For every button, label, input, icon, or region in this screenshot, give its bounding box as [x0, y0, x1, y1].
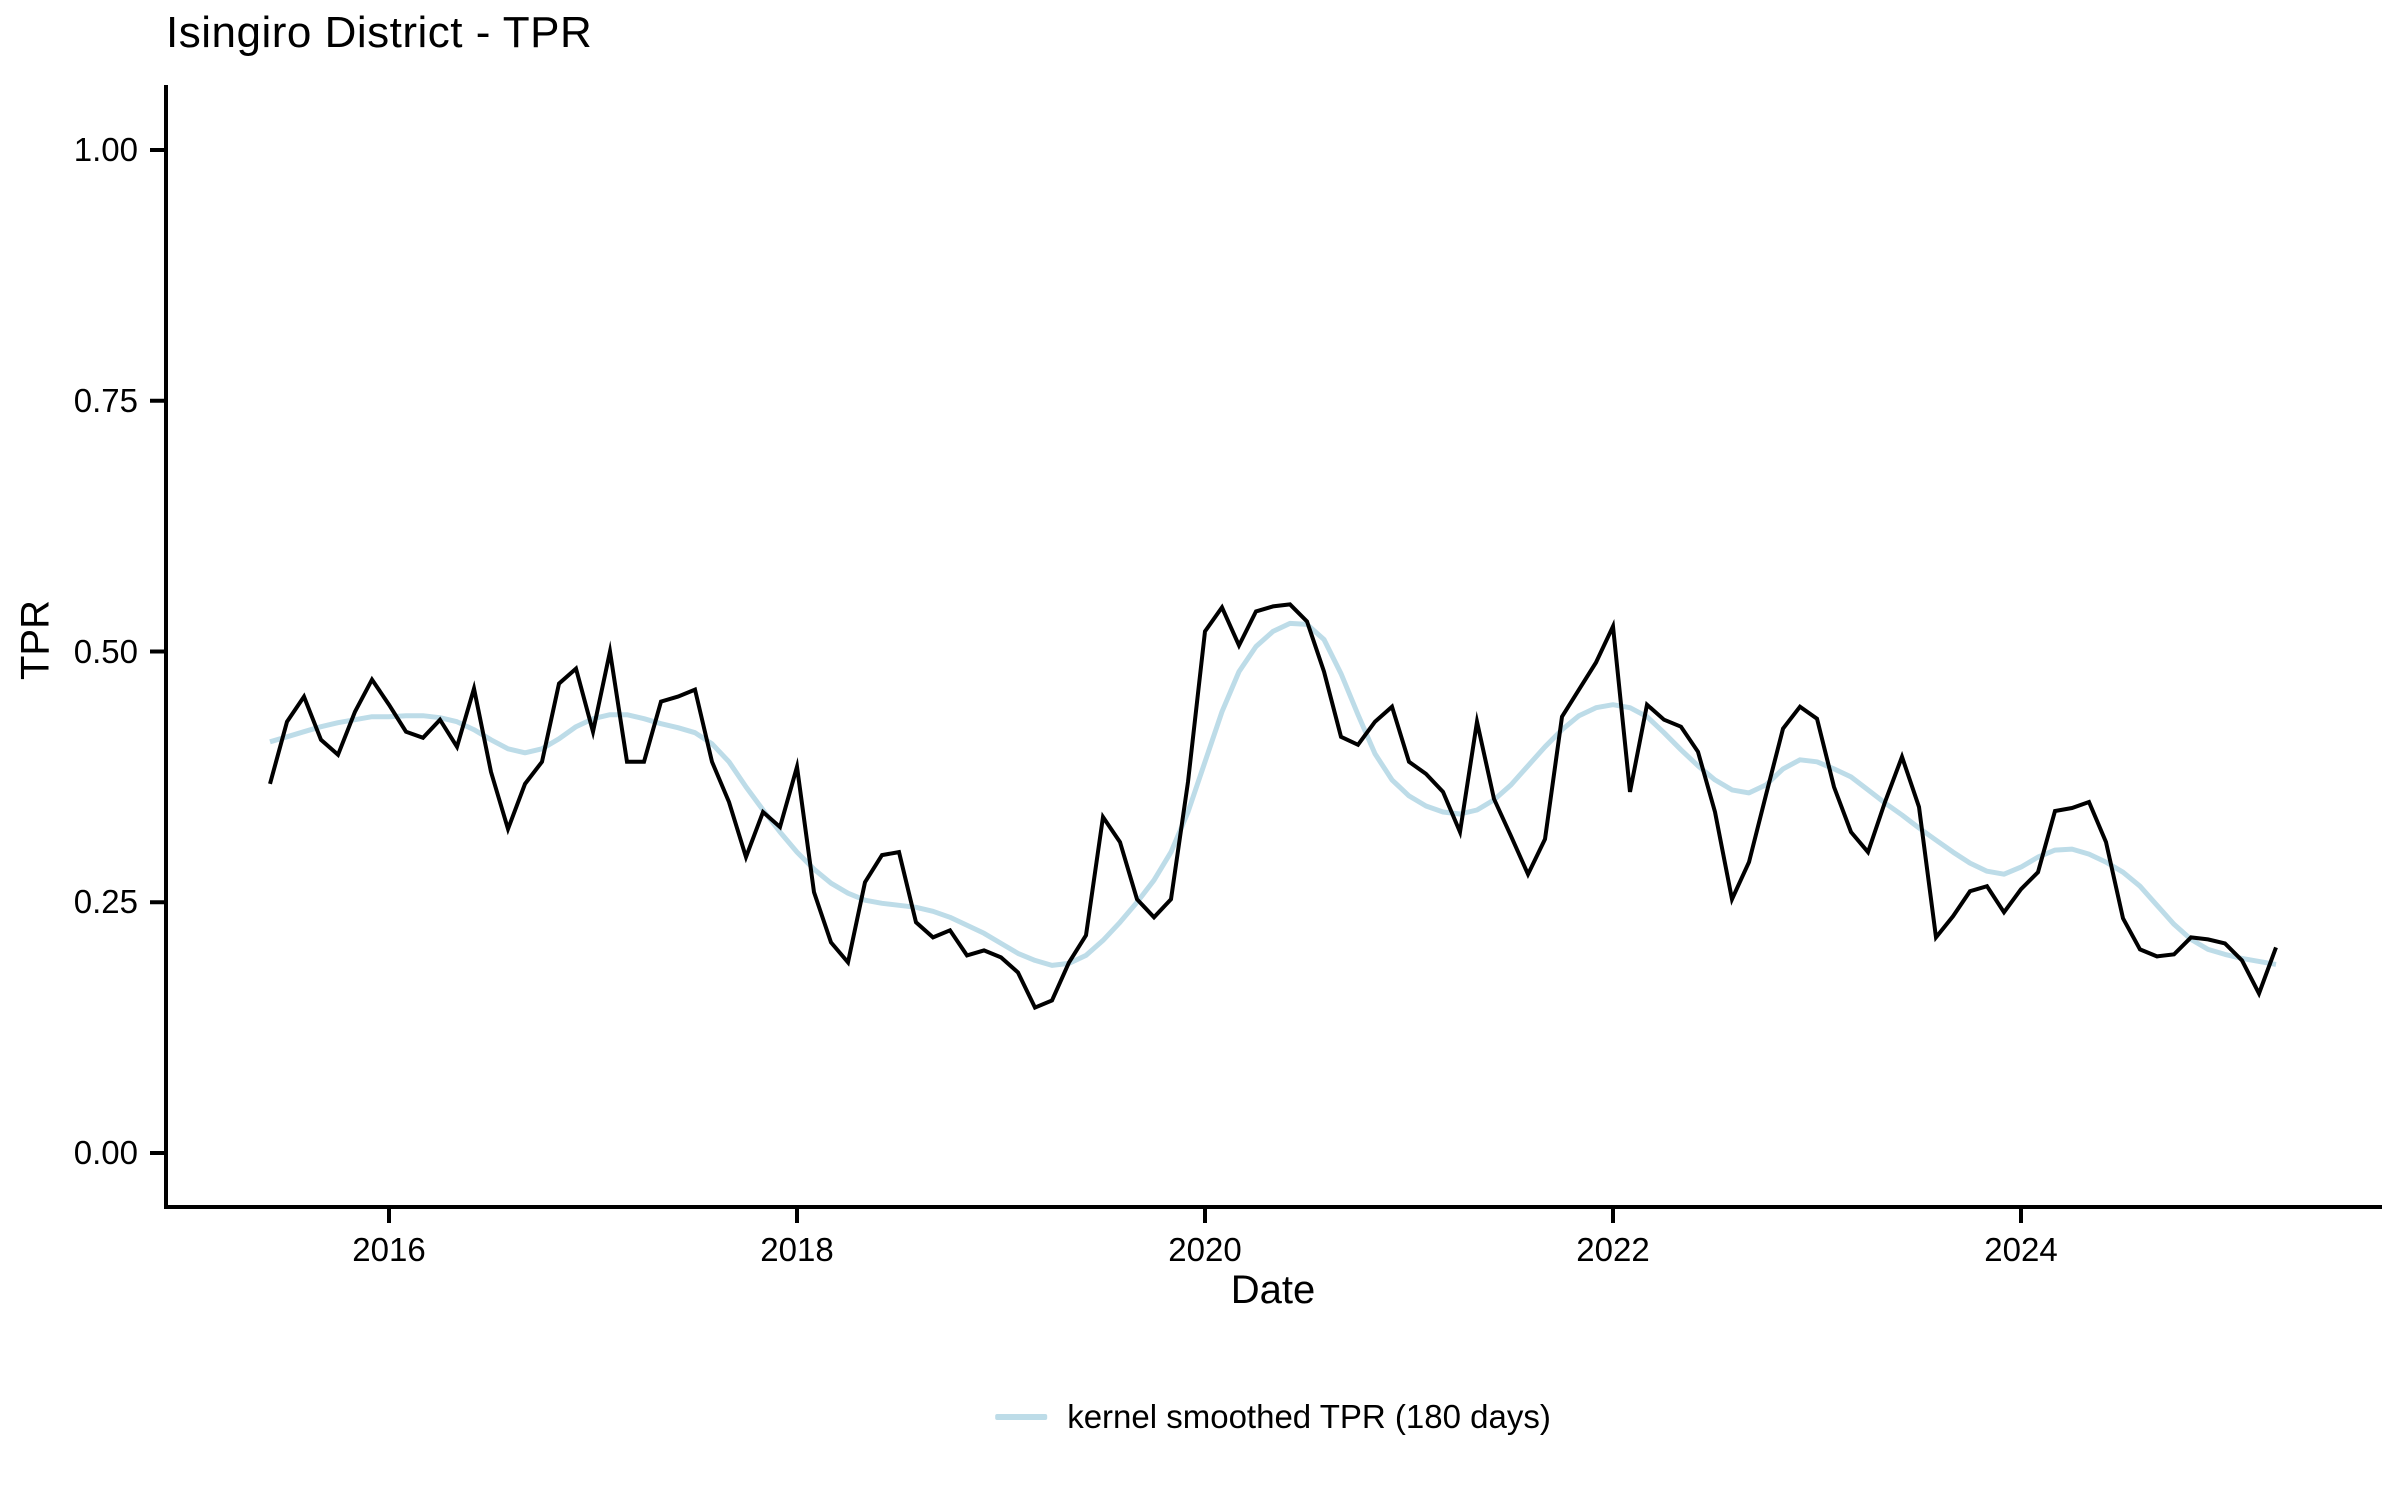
- x-tick-label: 2020: [1168, 1231, 1242, 1268]
- tpr-line: [268, 602, 2278, 1011]
- y-tick-mark: [150, 1151, 164, 1155]
- x-axis-line: [164, 1205, 2382, 1209]
- y-axis-line: [164, 85, 168, 1209]
- y-tick-mark: [150, 649, 164, 654]
- x-tick-label: 2022: [1576, 1231, 1650, 1268]
- y-tick-mark: [150, 148, 164, 152]
- y-tick-mark: [150, 398, 164, 403]
- x-tick-label: 2018: [760, 1231, 834, 1268]
- y-axis-title: TPR: [13, 600, 58, 680]
- kernel-smoothed-line: [269, 620, 2277, 968]
- x-tick-mark: [387, 1209, 391, 1223]
- legend-label: kernel smoothed TPR (180 days): [1067, 1398, 1551, 1435]
- y-tick-label: 0.50: [73, 632, 138, 670]
- y-tick-mark: [150, 900, 164, 905]
- chart-title: Isingiro District - TPR: [166, 8, 593, 57]
- y-tick-label: 0.75: [73, 381, 138, 419]
- x-tick-mark: [795, 1209, 799, 1223]
- x-tick-mark: [1203, 1209, 1207, 1223]
- y-tick-label: 0.25: [73, 883, 138, 921]
- x-tick-mark: [2019, 1209, 2023, 1223]
- legend-line-swatch: [995, 1414, 1048, 1420]
- x-tick-label: 2016: [352, 1231, 426, 1268]
- legend: kernel smoothed TPR (180 days): [995, 1398, 1551, 1436]
- y-tick-label: 1.00: [73, 131, 138, 168]
- x-tick-mark: [1611, 1209, 1615, 1223]
- y-tick-label: 0.00: [73, 1134, 138, 1171]
- axes: [150, 85, 2382, 1223]
- x-tick-label: 2024: [1984, 1231, 2058, 1268]
- x-axis-title: Date: [1230, 1268, 1316, 1312]
